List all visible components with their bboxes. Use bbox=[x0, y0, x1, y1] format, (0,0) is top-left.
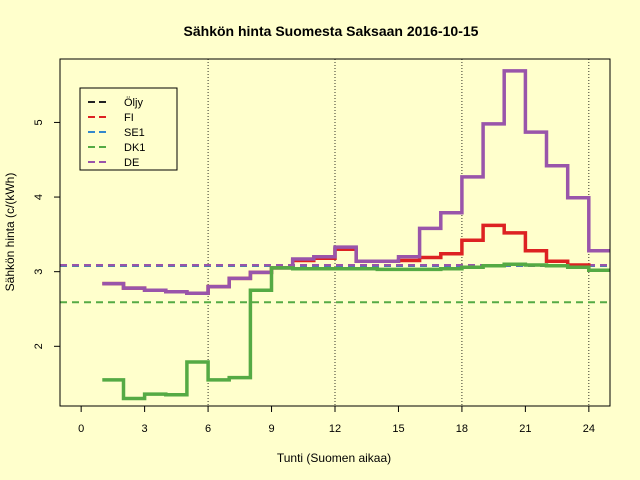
series-dk1 bbox=[102, 262, 610, 401]
y-axis-title: Sähkön hinta (c/(kWh) bbox=[3, 173, 17, 292]
x-tick-label-3: 3 bbox=[142, 423, 148, 435]
legend-label-ljy: Öljy bbox=[124, 97, 143, 109]
series-de bbox=[102, 69, 610, 296]
x-axis: 0 3 6 9 12 15 18 21 24 bbox=[78, 405, 595, 435]
x-tick-label-0: 0 bbox=[78, 423, 84, 435]
x-tick-label-24: 24 bbox=[583, 423, 595, 435]
y-tick-label-2: 2 bbox=[33, 343, 45, 349]
legend-box bbox=[79, 87, 178, 171]
y-tick-label-4: 4 bbox=[33, 194, 45, 200]
x-tick-label-15: 15 bbox=[392, 423, 404, 435]
legend-label-de: DE bbox=[124, 157, 139, 169]
legend-label-dk1: DK1 bbox=[124, 142, 145, 154]
x-tick-label-9: 9 bbox=[268, 423, 274, 435]
x-tick-label-21: 21 bbox=[519, 423, 531, 435]
y-tick-label-3: 3 bbox=[33, 269, 45, 275]
legend: Öljy FI SE1 DK1 DE bbox=[79, 87, 178, 171]
x-tick-label-12: 12 bbox=[329, 423, 341, 435]
y-axis: 2 3 4 5 bbox=[33, 119, 61, 349]
y-tick-label-5: 5 bbox=[33, 119, 45, 125]
x-tick-label-6: 6 bbox=[205, 423, 211, 435]
x-tick-label-18: 18 bbox=[456, 423, 468, 435]
legend-label-fi: FI bbox=[124, 112, 134, 124]
legend-label-se1: SE1 bbox=[124, 127, 145, 139]
chart-title: Sähkön hinta Suomesta Saksaan 2016-10-15 bbox=[184, 23, 479, 39]
x-axis-title: Tunti (Suomen aikaa) bbox=[277, 451, 391, 465]
series-lines bbox=[102, 69, 610, 401]
vertical-guides bbox=[207, 59, 590, 406]
